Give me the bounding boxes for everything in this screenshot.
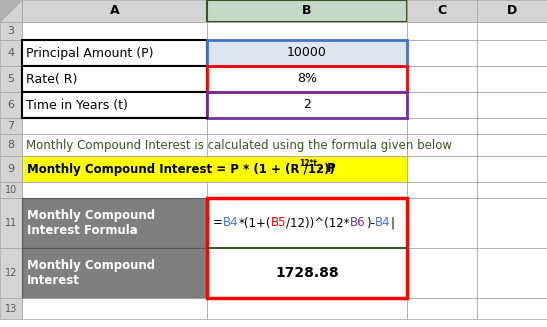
Text: =: =: [213, 216, 223, 230]
FancyBboxPatch shape: [207, 198, 407, 248]
Polygon shape: [0, 0, 22, 22]
Text: 13: 13: [5, 303, 17, 314]
Text: 12: 12: [5, 268, 17, 278]
FancyBboxPatch shape: [407, 198, 477, 248]
FancyBboxPatch shape: [0, 22, 22, 40]
FancyBboxPatch shape: [22, 22, 207, 40]
FancyBboxPatch shape: [0, 298, 22, 319]
Text: A: A: [110, 5, 119, 18]
Text: 10000: 10000: [287, 46, 327, 60]
FancyBboxPatch shape: [0, 182, 22, 198]
Text: 5: 5: [8, 74, 15, 84]
Text: 8: 8: [8, 140, 15, 150]
FancyBboxPatch shape: [407, 298, 477, 319]
FancyBboxPatch shape: [22, 0, 207, 22]
FancyBboxPatch shape: [477, 0, 547, 22]
FancyBboxPatch shape: [407, 92, 477, 118]
FancyBboxPatch shape: [207, 118, 407, 134]
Text: 9: 9: [8, 164, 15, 174]
Text: B6: B6: [350, 216, 366, 230]
FancyBboxPatch shape: [0, 0, 22, 22]
Text: *(1+(: *(1+(: [238, 216, 271, 230]
FancyBboxPatch shape: [207, 66, 407, 92]
FancyBboxPatch shape: [22, 66, 207, 92]
FancyBboxPatch shape: [477, 118, 547, 134]
Text: 2: 2: [303, 98, 311, 112]
Text: 3: 3: [8, 26, 15, 36]
Text: Principal Amount (P): Principal Amount (P): [26, 46, 154, 60]
Text: 12*t: 12*t: [299, 159, 317, 167]
Text: /12))^(12*: /12))^(12*: [287, 216, 350, 230]
FancyBboxPatch shape: [0, 134, 22, 156]
Text: B5: B5: [271, 216, 287, 230]
FancyBboxPatch shape: [22, 92, 207, 118]
FancyBboxPatch shape: [0, 198, 22, 248]
Text: B: B: [302, 5, 312, 18]
FancyBboxPatch shape: [22, 198, 207, 248]
Text: D: D: [507, 5, 517, 18]
FancyBboxPatch shape: [22, 156, 407, 182]
Text: 11: 11: [5, 218, 17, 228]
FancyBboxPatch shape: [207, 22, 407, 40]
Text: Time in Years (t): Time in Years (t): [26, 98, 128, 112]
Text: 6: 6: [8, 100, 15, 110]
Text: 10: 10: [5, 185, 17, 195]
Text: Monthly Compound
Interest: Monthly Compound Interest: [27, 259, 155, 287]
Text: 8%: 8%: [297, 73, 317, 85]
FancyBboxPatch shape: [407, 66, 477, 92]
FancyBboxPatch shape: [407, 22, 477, 40]
FancyBboxPatch shape: [0, 92, 22, 118]
FancyBboxPatch shape: [0, 66, 22, 92]
Text: - P: - P: [313, 163, 335, 176]
FancyBboxPatch shape: [207, 298, 407, 319]
FancyBboxPatch shape: [477, 134, 547, 156]
FancyBboxPatch shape: [407, 40, 477, 66]
Text: Rate( R): Rate( R): [26, 73, 77, 85]
FancyBboxPatch shape: [477, 66, 547, 92]
FancyBboxPatch shape: [477, 92, 547, 118]
FancyBboxPatch shape: [22, 40, 207, 66]
Text: B4: B4: [375, 216, 391, 230]
FancyBboxPatch shape: [207, 134, 407, 156]
FancyBboxPatch shape: [477, 198, 547, 248]
FancyBboxPatch shape: [407, 134, 477, 156]
Text: 7: 7: [8, 121, 15, 131]
FancyBboxPatch shape: [22, 182, 207, 198]
FancyBboxPatch shape: [0, 118, 22, 134]
FancyBboxPatch shape: [407, 156, 477, 182]
FancyBboxPatch shape: [477, 298, 547, 319]
FancyBboxPatch shape: [477, 182, 547, 198]
FancyBboxPatch shape: [0, 156, 22, 182]
FancyBboxPatch shape: [407, 182, 477, 198]
FancyBboxPatch shape: [22, 118, 207, 134]
Text: C: C: [438, 5, 446, 18]
FancyBboxPatch shape: [0, 248, 22, 298]
Text: )-: )-: [366, 216, 375, 230]
FancyBboxPatch shape: [477, 40, 547, 66]
Text: 1728.88: 1728.88: [275, 266, 339, 280]
FancyBboxPatch shape: [22, 248, 207, 298]
FancyBboxPatch shape: [0, 40, 22, 66]
Text: 4: 4: [8, 48, 15, 58]
FancyBboxPatch shape: [22, 298, 207, 319]
Text: Monthly Compound Interest is calculated using the formula given below: Monthly Compound Interest is calculated …: [26, 139, 452, 151]
FancyBboxPatch shape: [207, 40, 407, 66]
FancyBboxPatch shape: [477, 248, 547, 298]
Text: Monthly Compound Interest = P * (1 + (R /12)): Monthly Compound Interest = P * (1 + (R …: [27, 163, 335, 176]
FancyBboxPatch shape: [407, 118, 477, 134]
FancyBboxPatch shape: [207, 182, 407, 198]
Text: |: |: [391, 216, 394, 230]
FancyBboxPatch shape: [407, 0, 477, 22]
FancyBboxPatch shape: [477, 156, 547, 182]
Text: Monthly Compound
Interest Formula: Monthly Compound Interest Formula: [27, 209, 155, 237]
Text: B4: B4: [223, 216, 238, 230]
FancyBboxPatch shape: [207, 0, 407, 22]
FancyBboxPatch shape: [407, 248, 477, 298]
FancyBboxPatch shape: [207, 248, 407, 298]
FancyBboxPatch shape: [22, 134, 207, 156]
FancyBboxPatch shape: [207, 92, 407, 118]
FancyBboxPatch shape: [477, 22, 547, 40]
